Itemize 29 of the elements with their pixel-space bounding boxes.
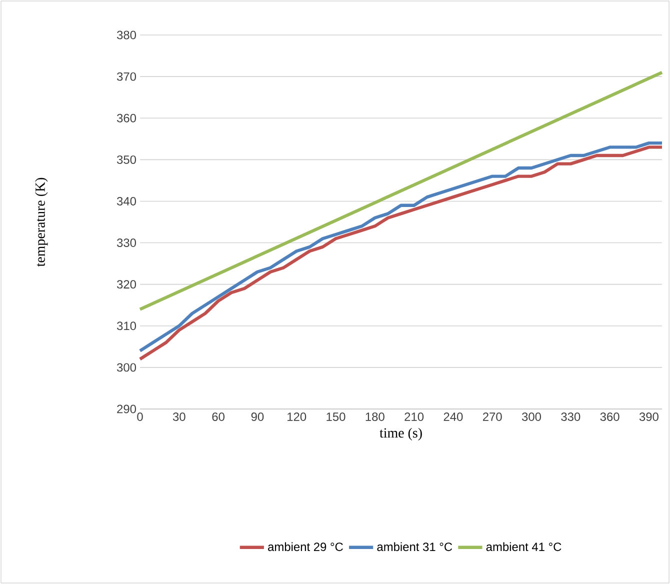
x-tick-label: 0 (137, 412, 143, 421)
x-axis-title: time (s) (380, 428, 422, 440)
x-tick-label: 300 (522, 412, 542, 421)
x-tick-label: 180 (366, 412, 384, 421)
y-tick-label: 310 (116, 322, 136, 330)
y-tick-label: 350 (116, 155, 136, 164)
legend-label: ambient 29 °C (268, 542, 343, 552)
legend-label: ambient 31 °C (377, 542, 452, 552)
x-tick-label: 360 (600, 412, 620, 421)
y-tick-label: 330 (116, 238, 136, 248)
y-tick-label: 300 (116, 363, 136, 372)
x-tick-label: 210 (404, 412, 424, 421)
y-axis-title: temperature (K) (35, 178, 48, 267)
x-tick-label: 150 (326, 412, 346, 421)
y-tick-label: 320 (116, 280, 136, 289)
x-tick-label: 90 (251, 412, 264, 421)
x-tick-label: 330 (561, 412, 580, 421)
x-tick-label: 30 (172, 412, 186, 421)
x-tick-label: 270 (482, 412, 502, 421)
x-tick-label: 240 (444, 412, 463, 421)
legend-label: ambient 41 °C (486, 542, 562, 552)
x-tick-label: 60 (212, 412, 224, 421)
y-tick-label: 360 (116, 114, 136, 122)
y-tick-label: 380 (116, 30, 136, 40)
x-tick-label: 390 (639, 412, 658, 421)
y-tick-label: 370 (116, 72, 136, 81)
y-tick-label: 340 (116, 197, 136, 206)
y-tick-label: 290 (117, 404, 136, 414)
x-tick-label: 120 (288, 412, 306, 421)
